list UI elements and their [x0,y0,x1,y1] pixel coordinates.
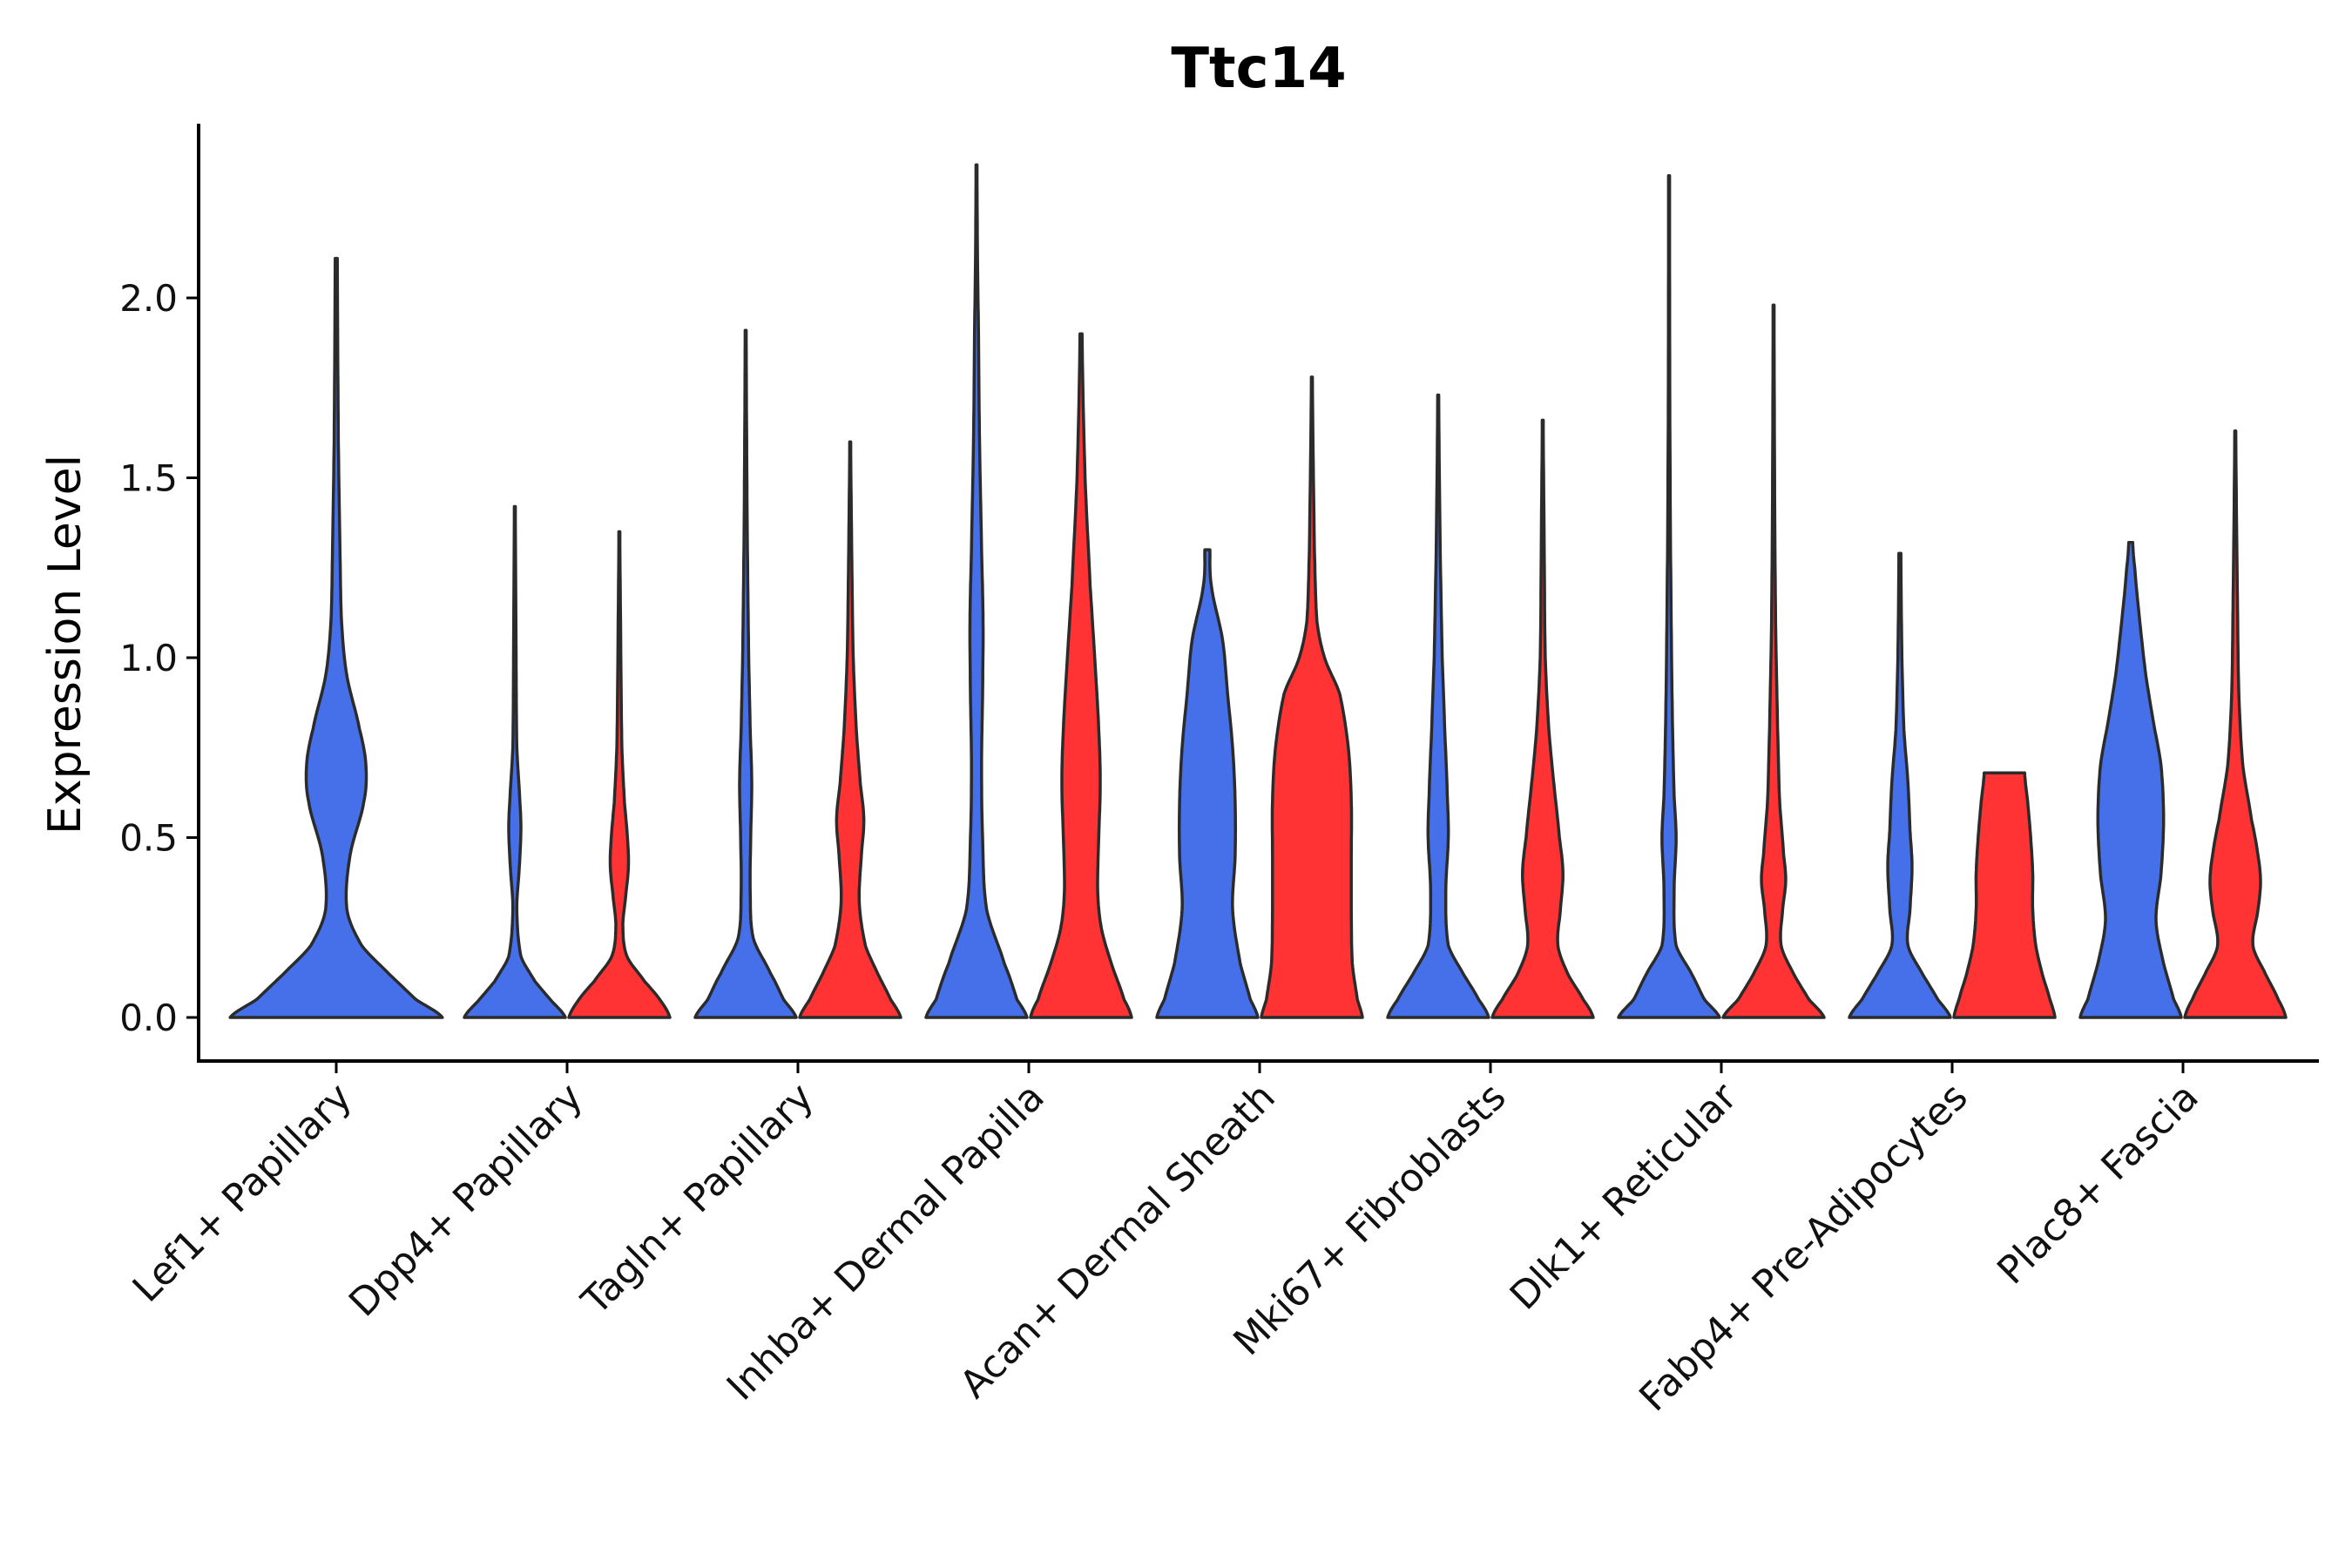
violin-red [798,440,902,1019]
violin-blue [2078,541,2183,1019]
violin-red [1029,332,1133,1019]
violin-red [567,530,672,1019]
violin-red [1721,303,1826,1019]
y-tick-label: 1.0 [119,637,178,679]
violin-blue [693,328,798,1019]
x-tick-label: Dlk1+ Reticular [1502,1074,1747,1319]
chart-title: Ttc14 [1171,37,1346,101]
violin-red [1490,418,1595,1019]
y-axis-label: Expression Level [39,455,91,835]
x-tick-label: Plac8+ Fascia [1989,1075,2207,1294]
y-tick-label: 1.5 [119,457,178,500]
x-tick-label: Lef1+ Papillary [125,1075,361,1311]
x-tick-label: Dpp4+ Papillary [341,1075,591,1326]
y-tick-label: 0.0 [119,997,178,1039]
y-tick-label: 0.5 [119,817,178,860]
violins-layer [228,163,2288,1019]
y-tick-label: 2.0 [119,277,178,320]
violin-blue [1386,393,1490,1019]
violin-blue [1848,551,1952,1019]
violin-blue [1155,548,1260,1019]
violin-red [2183,429,2288,1019]
violin-red [1260,375,1364,1019]
violin-red [1952,771,2057,1019]
violin-blue [463,504,567,1019]
violin-blue [1617,173,1721,1019]
x-tick-label: Tagln+ Papillary [573,1075,822,1324]
violin-blue [228,256,444,1019]
axes-layer [197,124,2319,1063]
violin-blue [924,163,1029,1019]
